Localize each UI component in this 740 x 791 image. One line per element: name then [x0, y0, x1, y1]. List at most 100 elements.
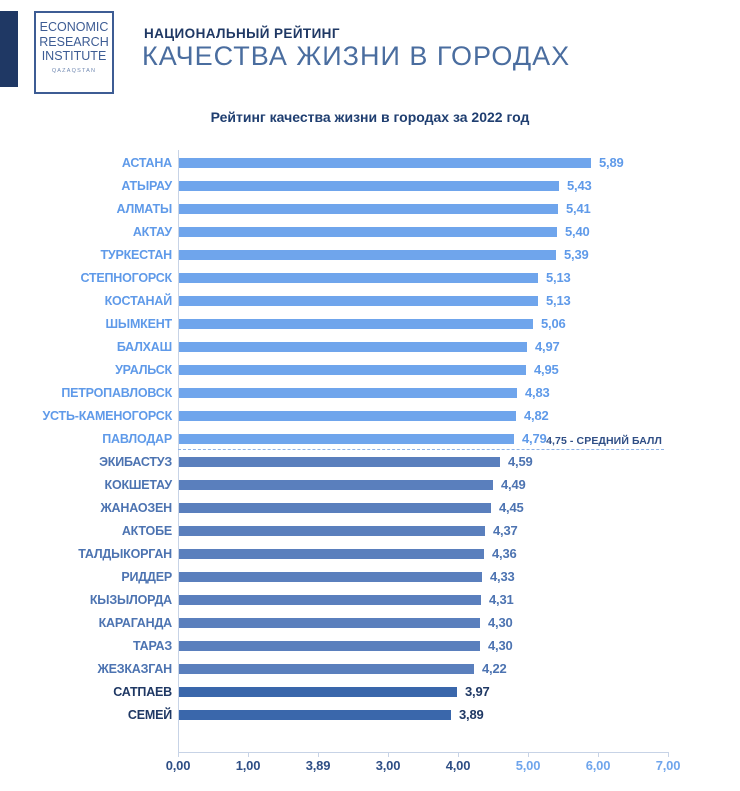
x-tick-mark — [178, 752, 179, 757]
chart-row: БАЛХАШ 4,97 — [0, 335, 740, 358]
city-label: УРАЛЬСК — [115, 362, 172, 377]
value-label: 4,83 — [525, 385, 550, 400]
value-label: 4,37 — [493, 523, 518, 538]
city-label: АТЫРАУ — [121, 178, 172, 193]
value-label: 5,13 — [546, 270, 571, 285]
value-label: 5,39 — [564, 247, 589, 262]
city-label: КОСТАНАЙ — [104, 293, 173, 308]
value-bar — [179, 479, 493, 490]
logo-line: ECONOMIC — [39, 20, 109, 34]
city-label: РИДДЕР — [121, 569, 172, 584]
chart-row: САТПАЕВ 3,97 — [0, 680, 740, 703]
chart-row: РИДДЕР 4,33 — [0, 565, 740, 588]
bar-track: 3,97 — [179, 680, 490, 703]
value-bar — [179, 249, 556, 260]
chart-row: АСТАНА 5,89 — [0, 151, 740, 174]
chart-row: КЫЗЫЛОРДА 4,31 — [0, 588, 740, 611]
chart-row: АТЫРАУ 5,43 — [0, 174, 740, 197]
value-label: 5,13 — [546, 293, 571, 308]
chart-row: КОКШЕТАУ 4,49 — [0, 473, 740, 496]
x-tick-mark — [248, 752, 249, 757]
city-label: САТПАЕВ — [113, 684, 172, 699]
chart-row: ПАВЛОДАР 4,79 — [0, 427, 740, 450]
value-bar — [179, 548, 484, 559]
chart-row: ЭКИБАСТУЗ 4,59 — [0, 450, 740, 473]
bar-track: 4,97 — [179, 335, 560, 358]
value-bar — [179, 571, 482, 582]
bar-track: 4,95 — [179, 358, 559, 381]
value-label: 4,45 — [499, 500, 524, 515]
value-bar — [179, 456, 500, 467]
value-bar — [179, 272, 538, 283]
city-label: ТАРАЗ — [133, 638, 172, 653]
x-tick-mark — [388, 752, 389, 757]
value-label: 4,31 — [489, 592, 514, 607]
bar-track: 4,30 — [179, 611, 513, 634]
bar-track: 4,37 — [179, 519, 518, 542]
page-title: КАЧЕСТВА ЖИЗНИ В ГОРОДАХ — [142, 41, 571, 71]
value-bar — [179, 203, 558, 214]
chart-row: ТАРАЗ 4,30 — [0, 634, 740, 657]
city-label: АЛМАТЫ — [116, 201, 173, 216]
value-bar — [179, 663, 474, 674]
value-label: 3,89 — [459, 707, 484, 722]
city-label: АСТАНА — [121, 155, 172, 170]
value-label: 4,82 — [524, 408, 549, 423]
chart-row: ТУРКЕСТАН 5,39 — [0, 243, 740, 266]
chart-row: ЖЕЗКАЗГАН 4,22 — [0, 657, 740, 680]
city-label: ПАВЛОДАР — [102, 431, 172, 446]
value-label: 4,49 — [501, 477, 526, 492]
city-label: КЫЗЫЛОРДА — [89, 592, 172, 607]
logo-line: RESEARCH — [39, 34, 109, 49]
chart-row: УСТЬ-КАМЕНОГОРСК 4,82 — [0, 404, 740, 427]
bar-rows: АСТАНА 5,89 АТЫРАУ 5,43 АЛМАТЫ 5,41 АКТАУ 5,40 Т… — [0, 151, 740, 726]
value-label: 5,43 — [567, 178, 592, 193]
value-bar — [179, 433, 514, 444]
city-label: КАРАГАНДА — [98, 615, 173, 630]
city-label: ЭКИБАСТУЗ — [99, 454, 172, 469]
value-label: 4,30 — [488, 615, 513, 630]
value-label: 5,06 — [541, 316, 566, 331]
value-bar — [179, 157, 591, 168]
bar-track: 4,33 — [179, 565, 515, 588]
city-label: ШЫМКЕНТ — [105, 316, 173, 331]
value-bar — [179, 364, 526, 375]
x-tick-label: 4,00 — [445, 758, 471, 773]
bar-track: 4,36 — [179, 542, 517, 565]
city-label: ТУРКЕСТАН — [100, 247, 172, 262]
chart-row: АЛМАТЫ 5,41 — [0, 197, 740, 220]
value-bar — [179, 387, 517, 398]
chart-row: СТЕПНОГОРСК 5,13 — [0, 266, 740, 289]
value-label: 4,59 — [508, 454, 533, 469]
value-bar — [179, 226, 557, 237]
value-label: 5,41 — [566, 201, 591, 216]
brand-accent-block — [0, 11, 18, 87]
bar-track: 5,13 — [179, 289, 571, 312]
city-label: УСТЬ-КАМЕНОГОРСК — [42, 408, 172, 423]
value-bar — [179, 180, 559, 191]
value-label: 3,97 — [465, 684, 490, 699]
x-tick-mark — [318, 752, 319, 757]
city-label: АКТОБЕ — [121, 523, 172, 538]
eri-logo: ECONOMIC RESEARCH INSTITUTE QAZAQSTAN — [34, 11, 114, 94]
value-bar — [179, 502, 491, 513]
bar-track: 4,79 — [179, 427, 547, 450]
x-tick-label: 7,00 — [655, 758, 681, 773]
chart-row: СЕМЕЙ 3,89 — [0, 703, 740, 726]
bar-track: 5,41 — [179, 197, 591, 220]
chart-row: ЖАНАОЗЕН 4,45 — [0, 496, 740, 519]
bar-track: 4,31 — [179, 588, 514, 611]
bar-track: 4,83 — [179, 381, 550, 404]
value-bar — [179, 341, 527, 352]
value-bar — [179, 617, 480, 628]
x-tick-label: 6,00 — [585, 758, 611, 773]
average-score-line — [178, 449, 664, 450]
x-tick-mark — [668, 752, 669, 757]
x-tick-label: 1,00 — [235, 758, 261, 773]
bar-track: 5,13 — [179, 266, 571, 289]
city-label: КОКШЕТАУ — [104, 477, 173, 492]
value-label: 5,89 — [599, 155, 624, 170]
value-label: 4,79 — [522, 431, 547, 446]
value-label: 4,97 — [535, 339, 560, 354]
